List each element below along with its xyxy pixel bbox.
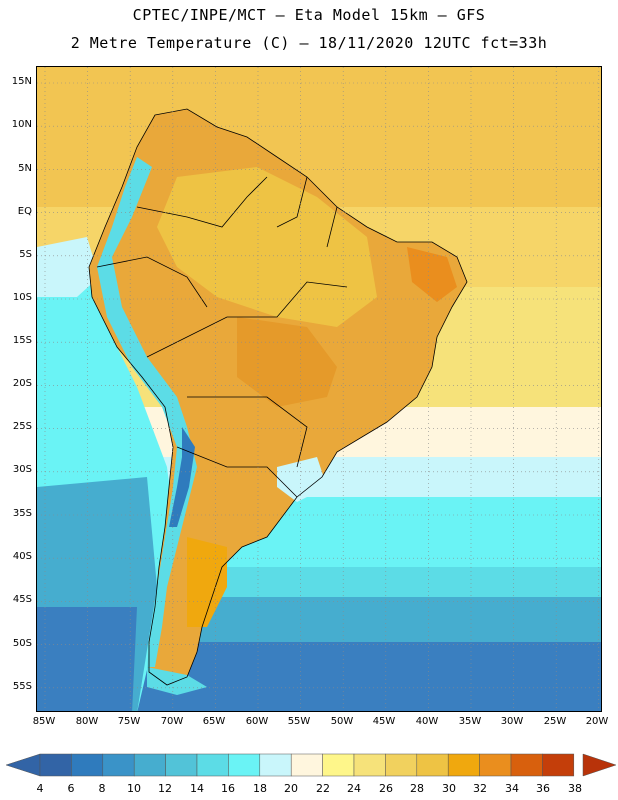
lon-label: 75W [117,716,141,727]
colorbar-box [322,753,355,777]
lon-label: 55W [287,716,311,727]
colorbar-boxes [39,753,575,777]
colorbar-label: 30 [442,782,456,795]
temperature-colorbar [5,753,617,777]
lat-label: 25S [12,421,32,432]
colorbar-box [133,753,166,777]
colorbar-box [196,753,229,777]
lat-label: 15S [12,335,32,346]
colorbar-box [165,753,198,777]
lat-label: EQ [17,206,32,217]
colorbar-label: 18 [253,782,267,795]
colorbar-label: 32 [473,782,487,795]
patagonia-warm [187,537,227,627]
lon-label: 45W [372,716,396,727]
colorbar-box [385,753,418,777]
colorbar-box [39,753,72,777]
lat-label: 45S [12,594,32,605]
lon-label: 85W [32,716,56,727]
lon-label: 40W [415,716,439,727]
lat-label: 55S [12,681,32,692]
map-title: CPTEC/INPE/MCT – Eta Model 15km – GFS [132,6,486,24]
colorbar-low-arrow [5,753,41,777]
lon-label: 50W [330,716,354,727]
lat-label: 20S [12,378,32,389]
lat-label: 10S [12,292,32,303]
northeast-hot-region [407,247,457,302]
colorbar-label: 4 [36,782,44,795]
colorbar-label: 6 [67,782,75,795]
colorbar-label: 38 [568,782,582,795]
lon-label: 20W [585,716,609,727]
colorbar-label: 16 [221,782,235,795]
uruguay-cool [277,457,327,502]
colorbar-label: 26 [379,782,393,795]
colorbar-label: 24 [347,782,361,795]
colorbar-box [479,753,512,777]
colorbar-label: 8 [98,782,106,795]
lon-label: 25W [543,716,567,727]
lon-label: 35W [458,716,482,727]
pacific-pale-zone [37,237,99,297]
colorbar-box [416,753,449,777]
map-subtitle: 2 Metre Temperature (C) – 18/11/2020 12U… [70,34,548,52]
map-panel [36,66,602,712]
central-hot-region [237,317,337,407]
colorbar-label: 28 [410,782,424,795]
country-borders [88,108,468,686]
lat-label: 5S [19,249,32,260]
colorbar-label: 10 [127,782,141,795]
colorbar-box [447,753,480,777]
temperature-map [37,67,601,711]
colorbar-box [353,753,386,777]
colorbar-high-arrow [582,753,617,777]
lat-label: 50S [12,638,32,649]
colorbar-label: 22 [316,782,330,795]
colorbar-label: 34 [505,782,519,795]
lon-label: 60W [245,716,269,727]
colorbar-label: 14 [190,782,204,795]
lat-label: 35S [12,508,32,519]
pacific-deep-zone [37,607,137,711]
colorbar-label: 12 [158,782,172,795]
lon-label: 80W [75,716,99,727]
lat-label: 5N [18,163,32,174]
colorbar-label: 36 [536,782,550,795]
colorbar-box [542,753,575,777]
lat-label: 15N [11,76,32,87]
lon-label: 65W [202,716,226,727]
lat-label: 40S [12,551,32,562]
lat-label: 10N [11,119,32,130]
lon-label: 70W [160,716,184,727]
andes-ridge [97,157,197,667]
amazon-warm-region [157,167,377,327]
colorbar-box [290,753,323,777]
colorbar-box [228,753,261,777]
colorbar-label: 20 [284,782,298,795]
colorbar-box [510,753,543,777]
colorbar-box [259,753,292,777]
lon-label: 30W [500,716,524,727]
colorbar-box [71,753,104,777]
colorbar-box [102,753,135,777]
lat-label: 30S [12,464,32,475]
